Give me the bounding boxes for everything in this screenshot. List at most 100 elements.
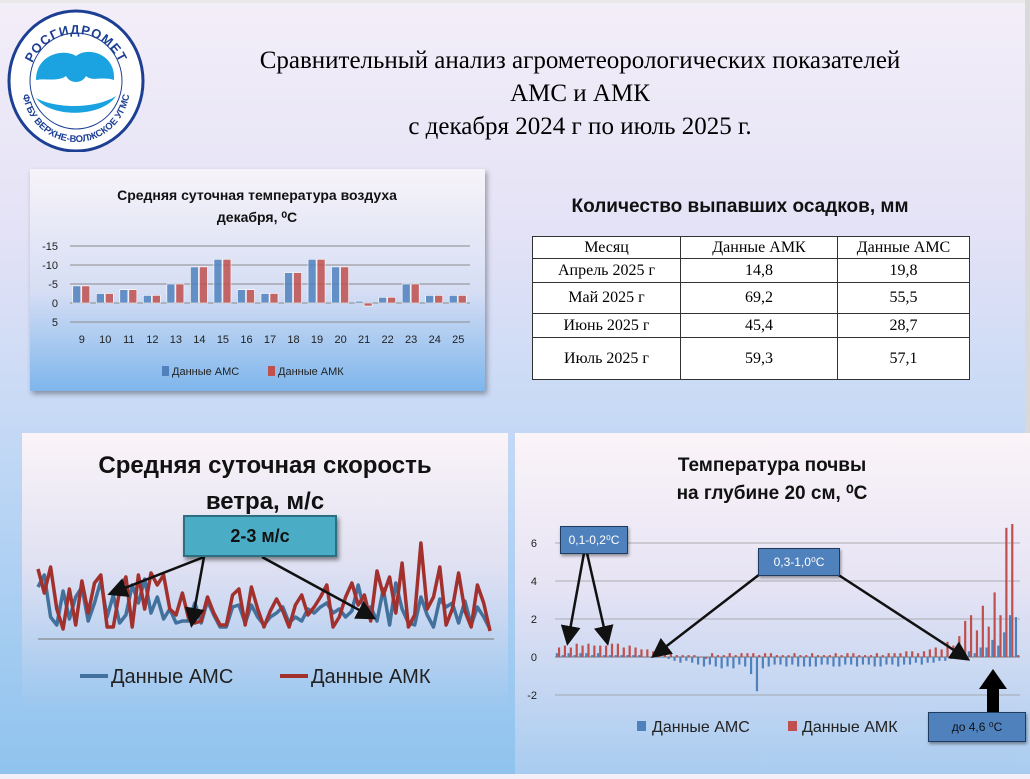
soil-y-tick: 2 — [531, 614, 537, 626]
soil-bar-amk — [681, 655, 684, 657]
air-bar-amk — [363, 302, 373, 307]
air-bar-ams — [166, 283, 176, 304]
soil-bar-amk — [563, 645, 567, 657]
cell: 57,1 — [837, 337, 970, 380]
air-y-tick: 0 — [52, 298, 58, 310]
soil-y-tick: -2 — [527, 690, 537, 702]
top-border — [0, 0, 1030, 3]
soil-bar-amk — [981, 605, 984, 657]
soil-bar-amk — [769, 653, 773, 657]
air-y-tick: -10 — [42, 260, 58, 272]
air-bar-amk — [387, 297, 396, 304]
air-bar-amk — [246, 289, 255, 304]
cell: 28,7 — [837, 313, 970, 338]
air-bar-amk — [152, 295, 161, 304]
soil-bar-amk — [752, 653, 755, 657]
soil-bar-ams — [814, 657, 817, 667]
soil-bar-amk — [852, 653, 855, 657]
soil-bar-ams — [632, 655, 635, 657]
air-temperature-chart: Средняя суточная температура воздуха дек… — [30, 169, 485, 391]
soil-y-tick: 4 — [531, 576, 537, 588]
air-bar-amk — [457, 295, 467, 304]
soil-bar-ams — [638, 655, 641, 657]
soil-bar-amk — [569, 647, 572, 657]
soil-bar-ams — [844, 657, 847, 665]
table-row: Июнь 2025 г 45,4 28,7 — [532, 313, 970, 338]
soil-bar-amk — [622, 647, 625, 657]
cell: 45,4 — [680, 313, 838, 338]
soil-bar-ams — [608, 655, 611, 657]
soil-bar-amk — [557, 647, 561, 657]
air-x-tick: 10 — [99, 334, 111, 346]
soil-y-tick: 0 — [531, 652, 537, 664]
soil-bar-ams — [838, 657, 841, 667]
soil-annotation-2: 0,3-1,0⁰С — [758, 548, 840, 576]
soil-bar-amk — [652, 651, 655, 657]
soil-bar-amk — [663, 653, 667, 657]
soil-bar-ams — [791, 657, 794, 665]
cell: 69,2 — [680, 282, 838, 314]
soil-bar-ams — [661, 657, 664, 658]
air-x-tick: 12 — [146, 334, 158, 346]
soil-bar-ams — [797, 657, 800, 667]
soil-bar-amk — [799, 655, 802, 657]
soil-bar-ams — [779, 657, 782, 665]
soil-bar-ams — [673, 657, 676, 661]
soil-bar-ams — [785, 657, 788, 667]
soil-bar-amk — [975, 630, 979, 657]
soil-bar-ams — [920, 657, 923, 665]
air-x-tick: 9 — [79, 334, 85, 346]
soil-bar-ams — [626, 655, 629, 657]
soil-bar-amk — [816, 655, 820, 657]
soil-bar-ams — [708, 657, 711, 665]
air-bar-ams — [378, 297, 387, 304]
soil-bar-amk — [758, 655, 761, 657]
soil-title-1: Температура почвы — [678, 455, 866, 476]
soil-bar-amk — [893, 653, 896, 657]
soil-bar-amk — [846, 653, 849, 657]
soil-bar-amk — [969, 615, 973, 657]
soil-bar-ams — [850, 657, 853, 665]
soil-bar-amk — [575, 643, 578, 657]
air-bar-ams — [72, 285, 82, 304]
soil-bar-amk — [875, 653, 878, 657]
soil-bar-ams — [644, 657, 647, 658]
legend-ams: Данные АМС — [652, 719, 750, 736]
soil-bar-ams — [573, 655, 576, 657]
soil-bar-amk — [705, 657, 708, 659]
cell: Май 2025 г — [532, 282, 681, 314]
precip-table: Месяц Данные АМК Данные АМС Апрель 2025 … — [532, 236, 970, 380]
air-bar-ams — [143, 295, 152, 304]
table-row: Апрель 2025 г 14,8 19,8 — [532, 258, 970, 283]
soil-bar-amk — [587, 643, 590, 657]
soil-bar-amk — [834, 653, 837, 657]
soil-bar-amk — [964, 620, 967, 657]
legend-amk: Данные АМК — [311, 666, 431, 688]
soil-bar-ams — [567, 653, 570, 657]
soil-bar-ams — [720, 657, 723, 669]
soil-bar-amk — [916, 653, 920, 657]
soil-bar-amk — [940, 649, 943, 657]
soil-bar-amk — [928, 649, 931, 657]
table-row: Июль 2025 г 59,3 57,1 — [532, 337, 970, 380]
air-bar-ams — [190, 266, 199, 304]
cell: Июнь 2025 г — [532, 313, 681, 338]
air-x-tick: 24 — [429, 334, 441, 346]
table-header-row: Месяц Данные АМК Данные АМС — [532, 236, 970, 259]
air-bar-ams — [354, 300, 364, 304]
title-line-3: с декабря 2024 г по июль 2025 г. — [408, 113, 752, 140]
soil-bar-amk — [763, 653, 767, 657]
soil-bar-ams — [914, 657, 917, 663]
soil-bar-ams — [808, 657, 812, 667]
soil-bar-amk — [840, 655, 843, 657]
soil-bar-amk — [710, 653, 714, 657]
soil-bar-ams — [755, 657, 759, 692]
soil-bar-amk — [987, 626, 990, 657]
air-bar-amk — [81, 285, 91, 304]
air-temperature-svg: Средняя суточная температура воздуха дек… — [42, 187, 470, 378]
cell: Апрель 2025 г — [532, 258, 681, 283]
cell: 14,8 — [680, 258, 838, 283]
wind-series-amk — [36, 541, 492, 632]
air-bar-ams — [331, 266, 340, 304]
air-bar-ams — [119, 289, 129, 304]
